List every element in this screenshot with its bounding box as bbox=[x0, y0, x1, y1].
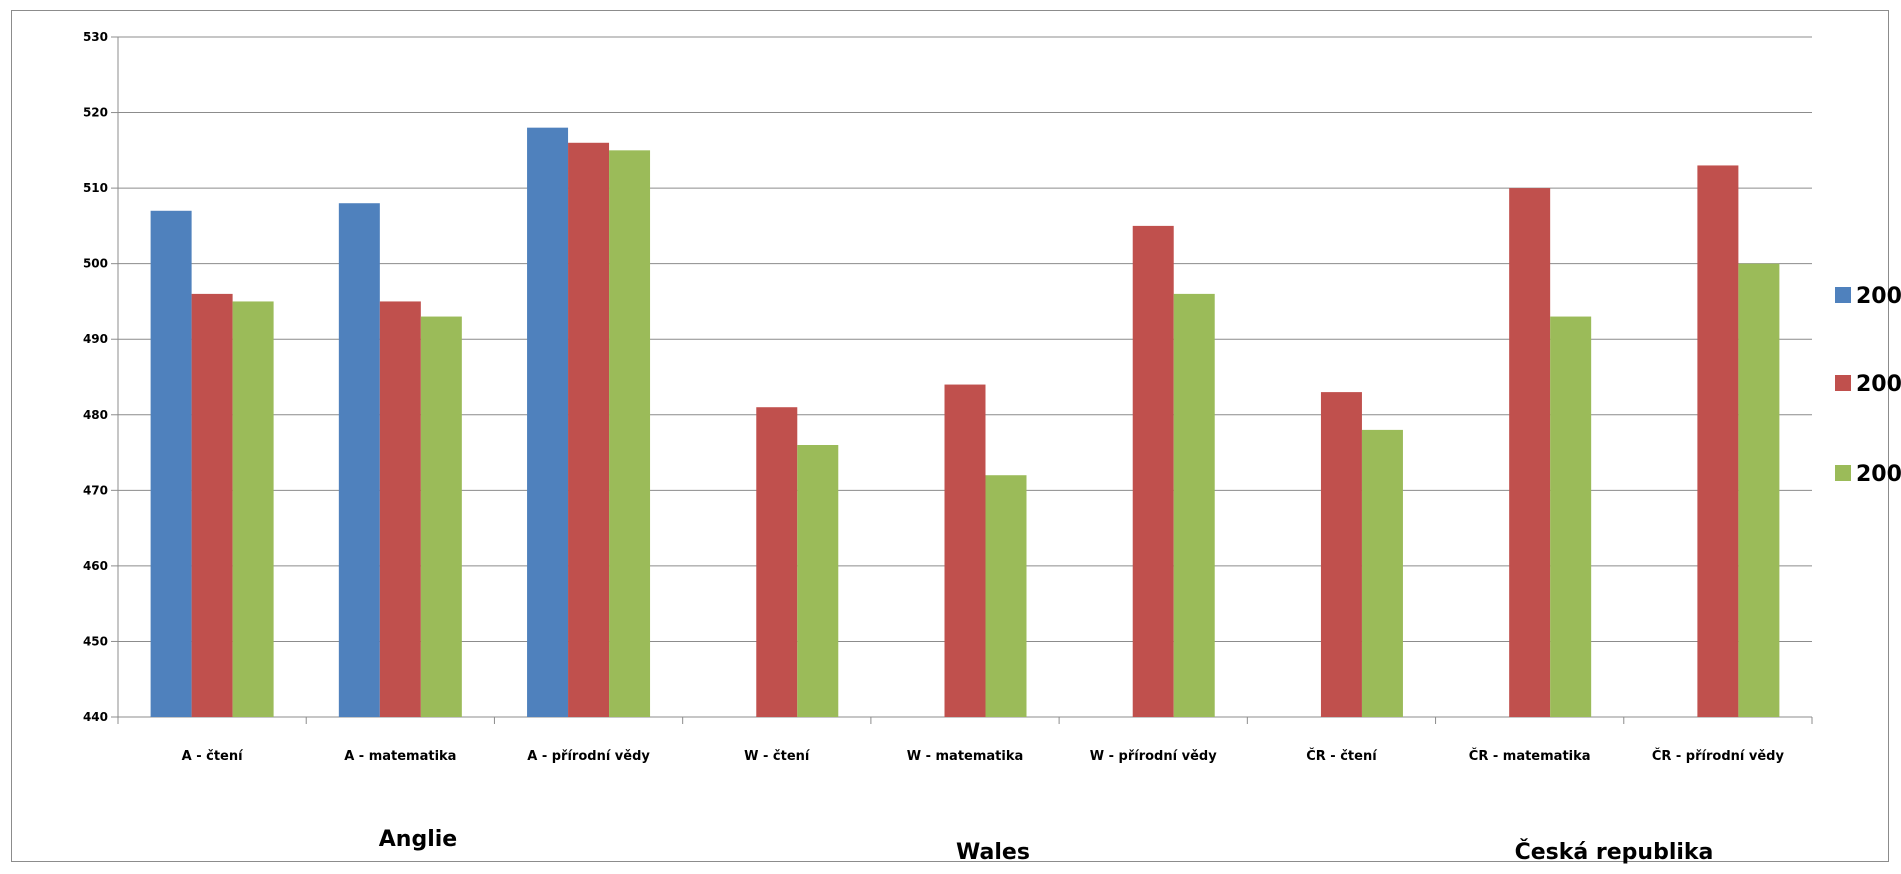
y-tick-label: 520 bbox=[83, 106, 108, 120]
legend-label-2009: 2009 bbox=[1856, 462, 1901, 487]
y-tick-label: 500 bbox=[83, 257, 108, 271]
category-label: A - čtení bbox=[182, 749, 245, 764]
bar-2006-4 bbox=[756, 407, 798, 717]
bar-2006-9 bbox=[1697, 165, 1739, 717]
category-label: W - matematika bbox=[907, 749, 1024, 764]
y-tick-label: 480 bbox=[83, 408, 108, 422]
category-label: W - přírodní vědy bbox=[1090, 749, 1217, 764]
category-label: ČR - přírodní vědy bbox=[1652, 748, 1785, 764]
bar-2009-4 bbox=[797, 445, 839, 717]
y-tick-label: 490 bbox=[83, 332, 108, 346]
bar-2009-7 bbox=[1361, 429, 1403, 717]
category-label: W - čtení bbox=[744, 749, 811, 764]
group-label: Wales bbox=[956, 840, 1030, 865]
bar-2003-3 bbox=[527, 127, 569, 717]
y-tick-label: 470 bbox=[83, 483, 108, 497]
category-label: ČR - matematika bbox=[1469, 748, 1591, 764]
group-label: Anglie bbox=[379, 827, 457, 852]
y-tick-label: 460 bbox=[83, 559, 108, 573]
bar-2009-9 bbox=[1738, 263, 1780, 717]
bar-2003-1 bbox=[150, 210, 192, 717]
legend-swatch-2009 bbox=[1835, 465, 1851, 481]
legend-label-2003: 2003 bbox=[1856, 284, 1901, 309]
bar-2006-5 bbox=[944, 384, 986, 717]
category-label: A - přírodní vědy bbox=[527, 749, 650, 764]
bar-2006-1 bbox=[191, 293, 233, 717]
bar-2009-6 bbox=[1173, 293, 1215, 717]
bar-2003-2 bbox=[338, 203, 380, 717]
bar-2009-5 bbox=[985, 475, 1027, 717]
bar-2006-6 bbox=[1132, 225, 1174, 717]
bar-2006-8 bbox=[1509, 188, 1551, 718]
bar-2009-2 bbox=[420, 316, 462, 717]
category-label: ČR - čtení bbox=[1306, 748, 1378, 764]
legend-swatch-2006 bbox=[1835, 375, 1851, 391]
group-label: Česká republika bbox=[1515, 839, 1714, 865]
legend-swatch-2003 bbox=[1835, 287, 1851, 303]
y-tick-label: 510 bbox=[83, 181, 108, 195]
category-label: A - matematika bbox=[344, 749, 456, 764]
legend-label-2006: 2006 bbox=[1856, 372, 1901, 397]
bar-2009-8 bbox=[1550, 316, 1592, 717]
bar-2009-1 bbox=[232, 301, 274, 717]
y-tick-label: 440 bbox=[83, 710, 108, 724]
bar-2006-2 bbox=[379, 301, 421, 717]
y-tick-label: 530 bbox=[83, 30, 108, 44]
bar-2009-3 bbox=[609, 150, 651, 718]
bar-2006-3 bbox=[568, 142, 610, 717]
y-tick-label: 450 bbox=[83, 634, 108, 648]
bar-2006-7 bbox=[1320, 392, 1362, 717]
